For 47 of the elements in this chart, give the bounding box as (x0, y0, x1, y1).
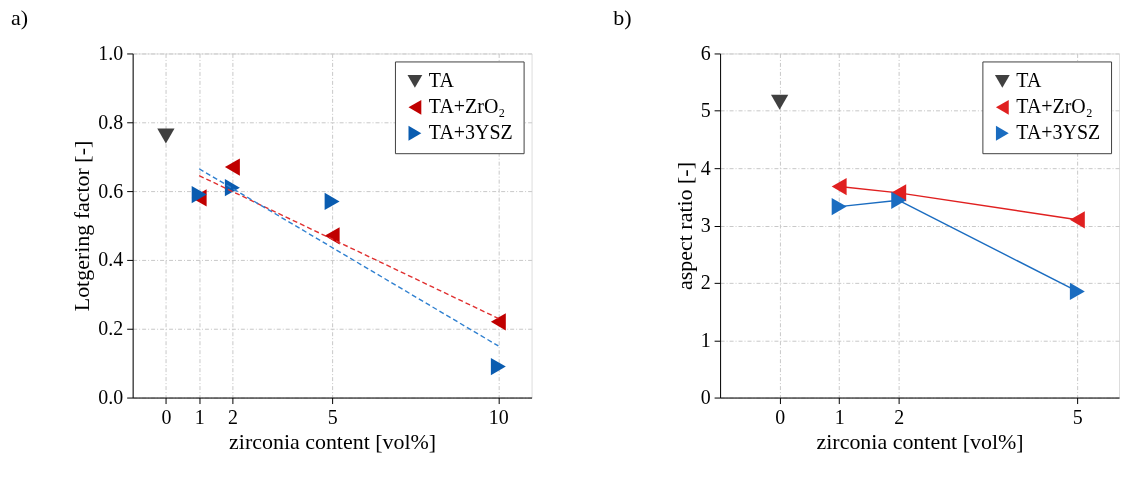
y-tick-label: 1.0 (98, 41, 124, 64)
x-tick-label: 2 (894, 405, 905, 428)
point (191, 185, 207, 204)
legend-label: TA+3YSZ (428, 121, 513, 144)
chart-title: b) (613, 4, 632, 30)
point (157, 128, 175, 144)
chart-title: a) (10, 4, 29, 30)
point (831, 177, 847, 196)
legend-label: TA+3YSZ (1016, 121, 1101, 144)
legend-label: TA+ZrO₂ (428, 95, 506, 118)
y-tick-label: 0.2 (98, 317, 124, 340)
y-axis-title: aspect ratio [-] (671, 162, 697, 290)
legend-label: TA (1016, 69, 1042, 92)
x-tick-label: 10 (488, 405, 509, 428)
x-tick-label: 2 (227, 405, 238, 428)
y-tick-label: 0 (700, 386, 711, 409)
legend-label: TA (428, 69, 455, 92)
legend-label: TA+ZrO₂ (1016, 95, 1093, 118)
x-tick-label: 1 (194, 405, 205, 428)
y-tick-label: 3 (700, 213, 711, 236)
x-tick-label: 5 (327, 405, 338, 428)
point (324, 192, 340, 211)
y-axis-title: Lotgering factor [-] (69, 140, 95, 312)
point (324, 227, 340, 245)
y-tick-label: 5 (700, 99, 711, 122)
point (490, 313, 506, 331)
x-axis-title: zirconia content [vol%] (816, 428, 1024, 454)
y-tick-label: 1 (700, 328, 711, 351)
y-tick-label: 0.6 (98, 179, 124, 202)
point (490, 357, 506, 376)
y-tick-label: 2 (700, 271, 711, 294)
x-tick-label: 0 (775, 405, 786, 428)
point (831, 197, 847, 216)
x-tick-label: 5 (1072, 405, 1083, 428)
x-tick-label: 0 (161, 405, 172, 428)
point (891, 191, 907, 209)
point (224, 158, 240, 176)
y-tick-label: 6 (700, 41, 711, 64)
point (1069, 211, 1085, 229)
point (1069, 282, 1085, 301)
x-tick-label: 1 (834, 405, 845, 428)
y-tick-label: 0.4 (98, 248, 124, 271)
point (770, 94, 789, 110)
y-tick-label: 4 (700, 156, 711, 179)
x-axis-title: zirconia content [vol%] (229, 428, 437, 454)
y-tick-label: 0.8 (98, 110, 124, 133)
y-tick-label: 0.0 (98, 386, 124, 409)
